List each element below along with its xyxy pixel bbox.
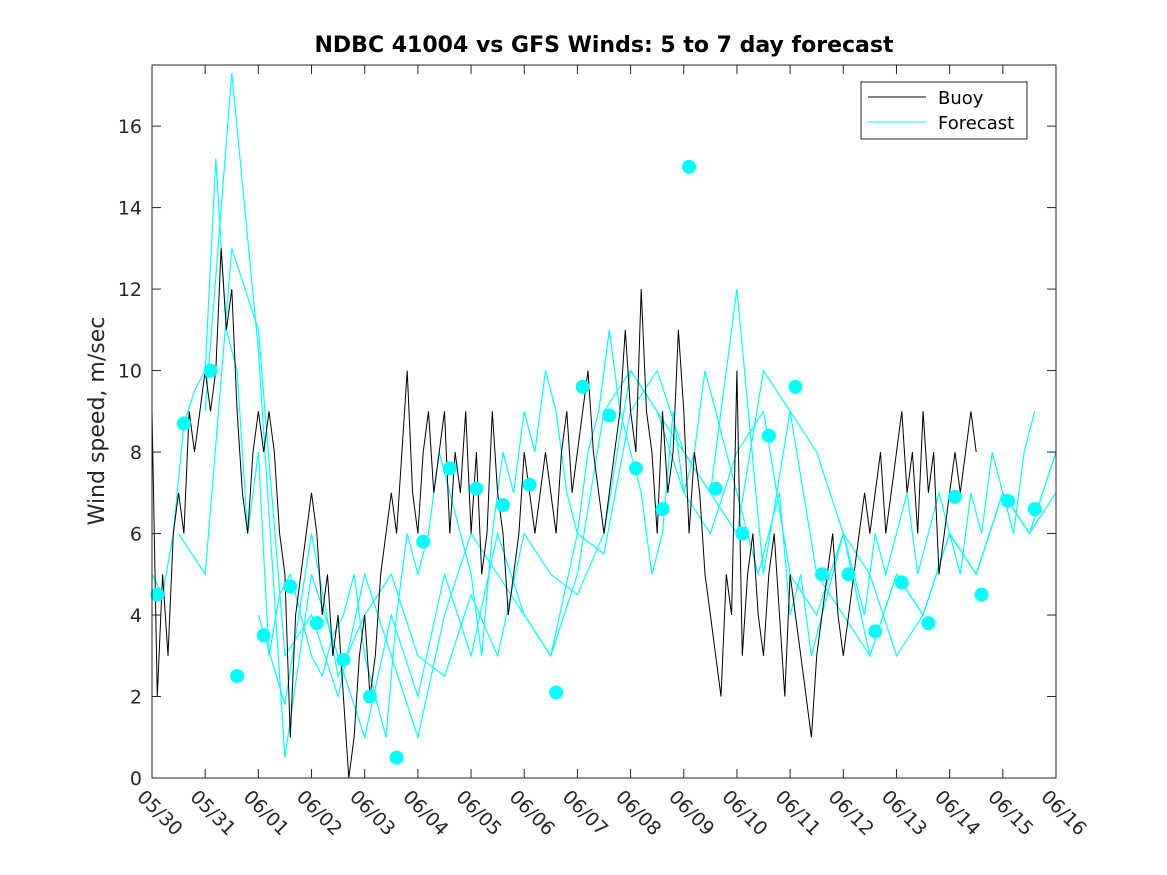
x-tick-label: 06/14 bbox=[930, 786, 984, 840]
x-tick-label: 05/30 bbox=[132, 786, 186, 840]
y-axis-label: Wind speed, m/sec bbox=[85, 317, 110, 526]
x-tick-label: 06/10 bbox=[717, 786, 771, 840]
forecast-point bbox=[788, 379, 803, 394]
forecast-point bbox=[575, 379, 590, 394]
forecast-point bbox=[947, 489, 962, 504]
x-tick-label: 06/08 bbox=[611, 786, 665, 840]
plot-lines bbox=[151, 73, 1057, 779]
x-tick-label: 06/15 bbox=[983, 786, 1037, 840]
plot-frame bbox=[151, 64, 1057, 779]
y-tick-label: 0 bbox=[130, 768, 142, 790]
forecast-point bbox=[495, 498, 510, 513]
forecast-point bbox=[389, 750, 404, 765]
y-tick-label: 16 bbox=[118, 116, 142, 138]
forecast-point bbox=[549, 685, 564, 700]
forecast-point bbox=[974, 587, 989, 602]
forecast-point bbox=[176, 416, 191, 431]
forecast-point bbox=[363, 689, 378, 704]
x-tick-label: 06/03 bbox=[345, 786, 399, 840]
x-tick-label: 06/02 bbox=[292, 786, 346, 840]
forecast-point bbox=[442, 461, 457, 476]
forecast-point bbox=[921, 616, 936, 631]
y-tick-label: 6 bbox=[130, 524, 142, 546]
y-tick-label: 8 bbox=[130, 442, 142, 464]
x-tick-label: 06/12 bbox=[824, 786, 878, 840]
x-tick-label: 05/31 bbox=[186, 786, 240, 840]
x-tick-label: 06/09 bbox=[664, 786, 718, 840]
forecast-point bbox=[522, 477, 537, 492]
y-tick-label: 12 bbox=[118, 279, 142, 301]
forecast-point bbox=[894, 575, 909, 590]
forecast-point bbox=[283, 579, 298, 594]
forecast-point bbox=[682, 159, 697, 174]
forecast-point bbox=[203, 363, 218, 378]
forecast-point bbox=[655, 502, 670, 517]
buoy-series-line bbox=[151, 248, 977, 779]
y-tick-label: 2 bbox=[130, 687, 142, 709]
x-tick-label: 06/16 bbox=[1036, 786, 1090, 840]
forecast-point bbox=[761, 428, 776, 443]
forecast-point bbox=[336, 652, 351, 667]
forecast-point bbox=[868, 624, 883, 639]
forecast-point bbox=[256, 628, 271, 643]
forecast-point bbox=[602, 408, 617, 423]
forecast-series-line bbox=[151, 158, 1036, 738]
legend: Buoy Forecast bbox=[860, 81, 1028, 140]
forecast-point bbox=[416, 534, 431, 549]
x-tick-label: 06/05 bbox=[452, 786, 506, 840]
x-tick-label: 06/06 bbox=[505, 786, 559, 840]
forecast-point bbox=[469, 481, 484, 496]
forecast-point bbox=[841, 567, 856, 582]
x-tick-label: 06/01 bbox=[239, 786, 293, 840]
axes: 024681012141605/3005/3106/0106/0206/0306… bbox=[118, 65, 1091, 840]
forecast-point bbox=[628, 461, 643, 476]
forecast-series-line bbox=[178, 248, 1057, 740]
legend-buoy-label: Buoy bbox=[938, 88, 984, 109]
legend-forecast-label: Forecast bbox=[938, 113, 1014, 134]
chart-title: NDBC 41004 vs GFS Winds: 5 to 7 day fore… bbox=[315, 33, 894, 58]
forecast-markers bbox=[150, 159, 1042, 765]
x-tick-label: 06/13 bbox=[877, 786, 931, 840]
y-tick-label: 4 bbox=[130, 605, 142, 627]
x-tick-label: 06/04 bbox=[398, 786, 452, 840]
forecast-point bbox=[1001, 493, 1016, 508]
forecast-series-line bbox=[257, 368, 1057, 705]
forecast-point bbox=[735, 526, 750, 541]
y-tick-label: 14 bbox=[118, 198, 142, 220]
x-tick-label: 06/11 bbox=[771, 786, 825, 840]
forecast-point bbox=[1027, 502, 1042, 517]
forecast-point bbox=[708, 481, 723, 496]
y-tick-label: 10 bbox=[118, 361, 142, 383]
forecast-point bbox=[150, 587, 165, 602]
forecast-point bbox=[230, 669, 245, 684]
forecast-point bbox=[815, 567, 830, 582]
legend-box bbox=[860, 81, 1028, 140]
x-tick-label: 06/07 bbox=[558, 786, 612, 840]
forecast-point bbox=[309, 616, 324, 631]
